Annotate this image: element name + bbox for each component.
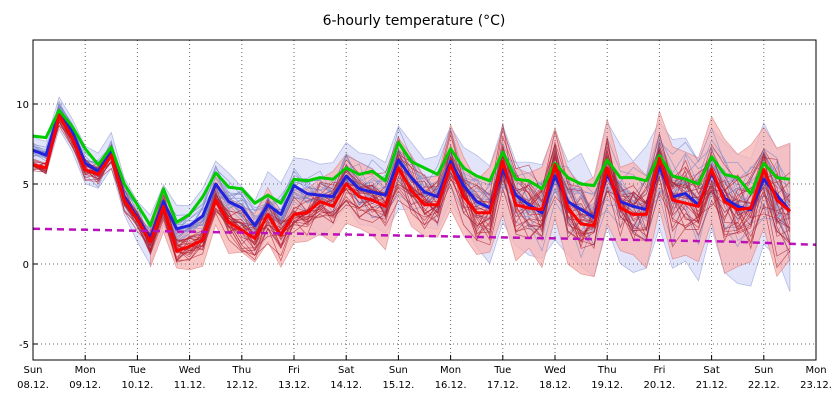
green-line [32,108,791,228]
x-tick-date: 10.12. [121,380,153,391]
x-tick-date: 22.12. [748,380,780,391]
climate-dashed-line [32,227,817,247]
x-tick-date: 14.12. [330,380,362,391]
x-tick-day: Mon [805,365,826,376]
x-tick-labels: Sun 08.12. Mon 09.12. Tue 10.12. Wed 11.12. Thu 1… [17,355,832,391]
x-tick-date: 12.12. [226,380,258,391]
x-tick-date: 18.12. [539,380,571,391]
x-tick-day: Thu [597,365,617,376]
x-tick-day: Fri [653,365,665,376]
x-tick-day: Mon [440,365,461,376]
x-tick-day: Sun [754,365,773,376]
x-tick-day: Sun [23,365,42,376]
x-tick-date: 21.12. [696,380,728,391]
x-tick-day: Tue [493,365,511,376]
x-tick-day: Thu [231,365,251,376]
y-tick-labels: -5 0 5 10 [16,100,38,351]
plot-frame [32,39,817,361]
chart-title: 6-hourly temperature (°C) [323,13,506,29]
x-tick-date: 23.12. [800,380,832,391]
x-tick-day: Sun [389,365,408,376]
y-tick-label: 5 [23,180,29,191]
x-tick-date: 19.12. [591,380,623,391]
x-tick-date: 09.12. [69,380,101,391]
x-tick-day: Mon [75,365,96,376]
y-tick-label: 10 [16,100,29,111]
y-tick-label: -5 [19,340,29,351]
x-tick-day: Wed [544,365,566,376]
x-tick-date: 15.12. [382,380,414,391]
red-mean-line [32,113,791,253]
ensemble-member-line [32,120,791,250]
x-tick-date: 08.12. [17,380,49,391]
x-tick-day: Tue [128,365,146,376]
grid-lines [33,40,816,360]
x-tick-date: 13.12. [278,380,310,391]
x-tick-date: 17.12. [487,380,519,391]
x-tick-date: 11.12. [174,380,206,391]
y-tick-label: 0 [23,260,29,271]
main-series [32,108,817,253]
x-tick-day: Sat [703,365,719,376]
x-tick-day: Fri [288,365,300,376]
x-tick-day: Wed [179,365,201,376]
x-tick-day: Sat [338,365,354,376]
x-tick-date: 16.12. [435,380,467,391]
x-tick-date: 20.12. [643,380,675,391]
